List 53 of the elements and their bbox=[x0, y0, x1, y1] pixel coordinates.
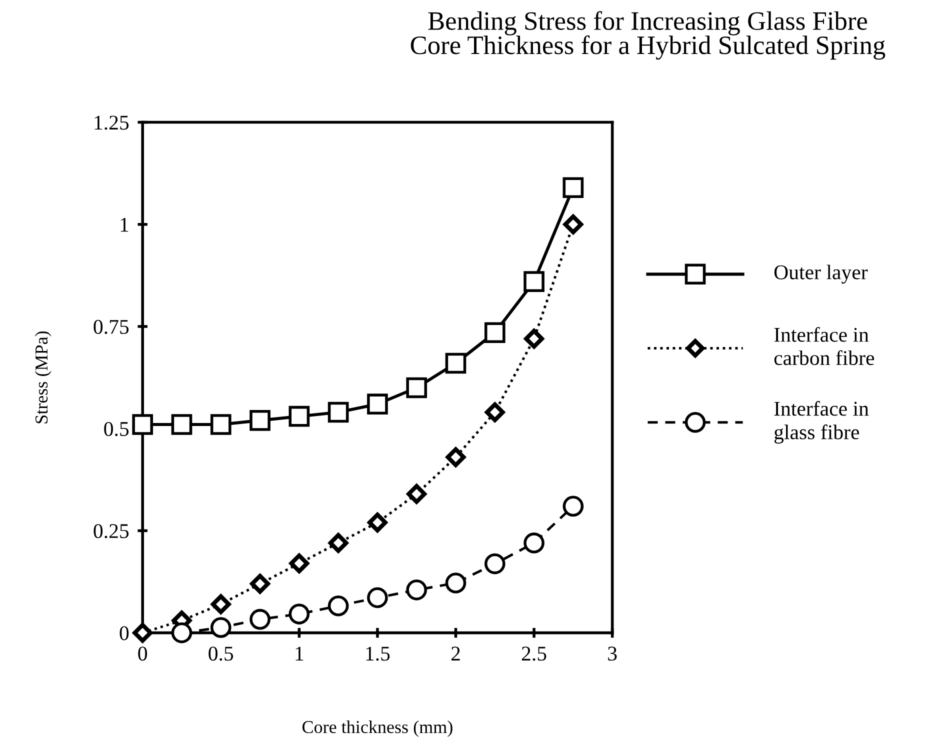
point bbox=[484, 322, 506, 344]
x-tick-label: 1.5 bbox=[366, 646, 390, 661]
point bbox=[563, 214, 584, 234]
point bbox=[562, 496, 584, 517]
x-tick-label: 2 bbox=[451, 646, 460, 660]
x-tick-label: 0 bbox=[138, 646, 148, 661]
point bbox=[250, 608, 270, 630]
point bbox=[328, 533, 348, 553]
y-tick-label: 0 bbox=[120, 626, 129, 640]
point bbox=[367, 394, 388, 415]
point bbox=[368, 512, 388, 532]
legend-label: Outer layer bbox=[774, 264, 868, 284]
point bbox=[171, 414, 192, 435]
legend-label: Interface in carbon fibre bbox=[774, 326, 874, 366]
x-tick-label: 2.5 bbox=[522, 646, 546, 661]
point bbox=[171, 622, 192, 644]
point bbox=[210, 617, 232, 638]
point bbox=[288, 604, 310, 624]
legend-label: Interface in glass fibre bbox=[774, 400, 869, 444]
y-tick-label: 1.25 bbox=[94, 116, 129, 130]
y-tick-label: 0.5 bbox=[104, 422, 129, 436]
point bbox=[132, 622, 153, 643]
point bbox=[445, 352, 466, 374]
point bbox=[328, 595, 349, 616]
y-tick-label: 0.25 bbox=[94, 524, 129, 538]
point bbox=[524, 271, 544, 292]
x-axis-title: Core thickness (mm) bbox=[302, 720, 452, 737]
point bbox=[132, 414, 154, 435]
point bbox=[446, 447, 466, 468]
point bbox=[406, 377, 428, 398]
point bbox=[289, 553, 310, 574]
point bbox=[250, 574, 270, 594]
y-tick-label: 0.75 bbox=[94, 320, 129, 334]
y-axis-title: Stress (MPa) bbox=[34, 331, 52, 424]
point bbox=[562, 177, 584, 198]
point bbox=[406, 484, 427, 504]
x-tick-label: 0.5 bbox=[208, 646, 234, 661]
point bbox=[484, 553, 506, 574]
x-tick-label: 3 bbox=[608, 646, 617, 661]
y-tick-label: 1 bbox=[120, 218, 128, 232]
point bbox=[250, 410, 270, 431]
point bbox=[406, 580, 428, 600]
point bbox=[445, 572, 466, 594]
point bbox=[328, 402, 349, 423]
point bbox=[288, 406, 310, 427]
point bbox=[524, 532, 544, 554]
point bbox=[210, 414, 232, 435]
point bbox=[484, 402, 505, 422]
chart-title: Bending Stress for Increasing Glass Fibre Core Thickness for a Hybrid Sulcated Spring bbox=[410, 11, 886, 60]
point bbox=[367, 587, 388, 608]
x-tick-label: 1 bbox=[296, 646, 304, 660]
point bbox=[210, 594, 231, 614]
point bbox=[524, 328, 544, 349]
